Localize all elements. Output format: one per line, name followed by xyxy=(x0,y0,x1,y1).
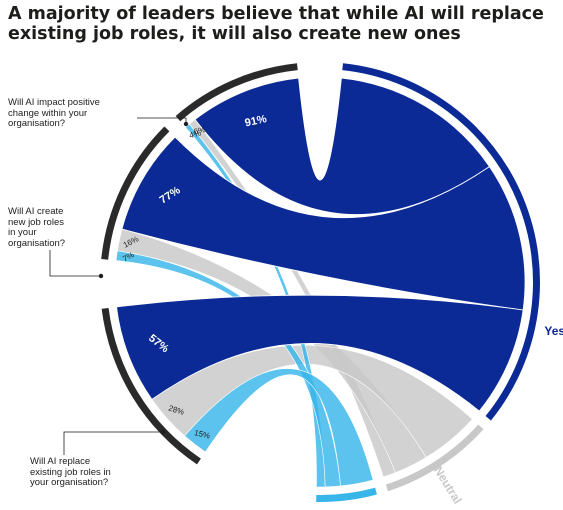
question-3-line-3: your organisation? xyxy=(30,477,109,488)
ribbon-q3-yes xyxy=(116,294,524,412)
leader-line-3 xyxy=(63,431,163,455)
value-label-q1-no: 4% xyxy=(188,129,201,141)
ribbon-q1-yes xyxy=(194,77,490,215)
answer-arc-yes xyxy=(342,63,540,421)
chart-title: A majority of leaders believe that while… xyxy=(8,4,556,44)
question-3-line-2: existing job roles in xyxy=(30,466,111,478)
question-label-positive-change: Will AI impact positive change within yo… xyxy=(8,97,100,130)
question-label-replace-roles: Will AI replace existing job roles in yo… xyxy=(30,456,111,489)
question-label-create-roles: Will AI create new job roles in your org… xyxy=(8,206,66,249)
question-arc-2 xyxy=(101,126,170,260)
value-label-q1-neutral: 6% xyxy=(193,125,206,136)
question-3-line-1: Will AI replace xyxy=(30,456,91,467)
question-1-line-1: Will AI impact positive xyxy=(8,97,100,108)
answer-label-neutral: Neutral xyxy=(431,464,465,506)
value-label-q3-neutral: 28% xyxy=(167,404,185,417)
title-line-2: existing job roles, it will also create … xyxy=(8,24,461,44)
question-arc-1 xyxy=(175,63,298,122)
ribbon-q3-no xyxy=(184,368,374,487)
question-2-line-1: Will AI create xyxy=(8,206,64,217)
chord-ribbons xyxy=(115,77,526,488)
leader-dot-1 xyxy=(183,121,189,127)
ribbon-q2-yes xyxy=(121,136,526,311)
leader-line-2 xyxy=(49,250,101,277)
answer-arc-no xyxy=(316,487,377,503)
label-leaders xyxy=(49,117,189,455)
value-label-q1-yes: 91% xyxy=(244,113,268,129)
question-2-line-3: in your xyxy=(8,227,37,238)
chord-arcs xyxy=(101,63,540,503)
answer-label-yes: Yes xyxy=(544,324,563,338)
question-2-line-4: organisation? xyxy=(8,237,66,249)
question-1-line-2: change within your xyxy=(8,107,88,119)
title-line-1: A majority of leaders believe that while… xyxy=(8,4,544,24)
value-label-q3-no: 15% xyxy=(193,428,211,440)
question-1-line-3: organisation? xyxy=(8,118,66,129)
leader-dot-3 xyxy=(160,429,166,435)
question-2-line-2: new job roles xyxy=(8,216,64,228)
answer-arc-neutral xyxy=(385,424,484,492)
leader-dot-2 xyxy=(98,273,104,279)
